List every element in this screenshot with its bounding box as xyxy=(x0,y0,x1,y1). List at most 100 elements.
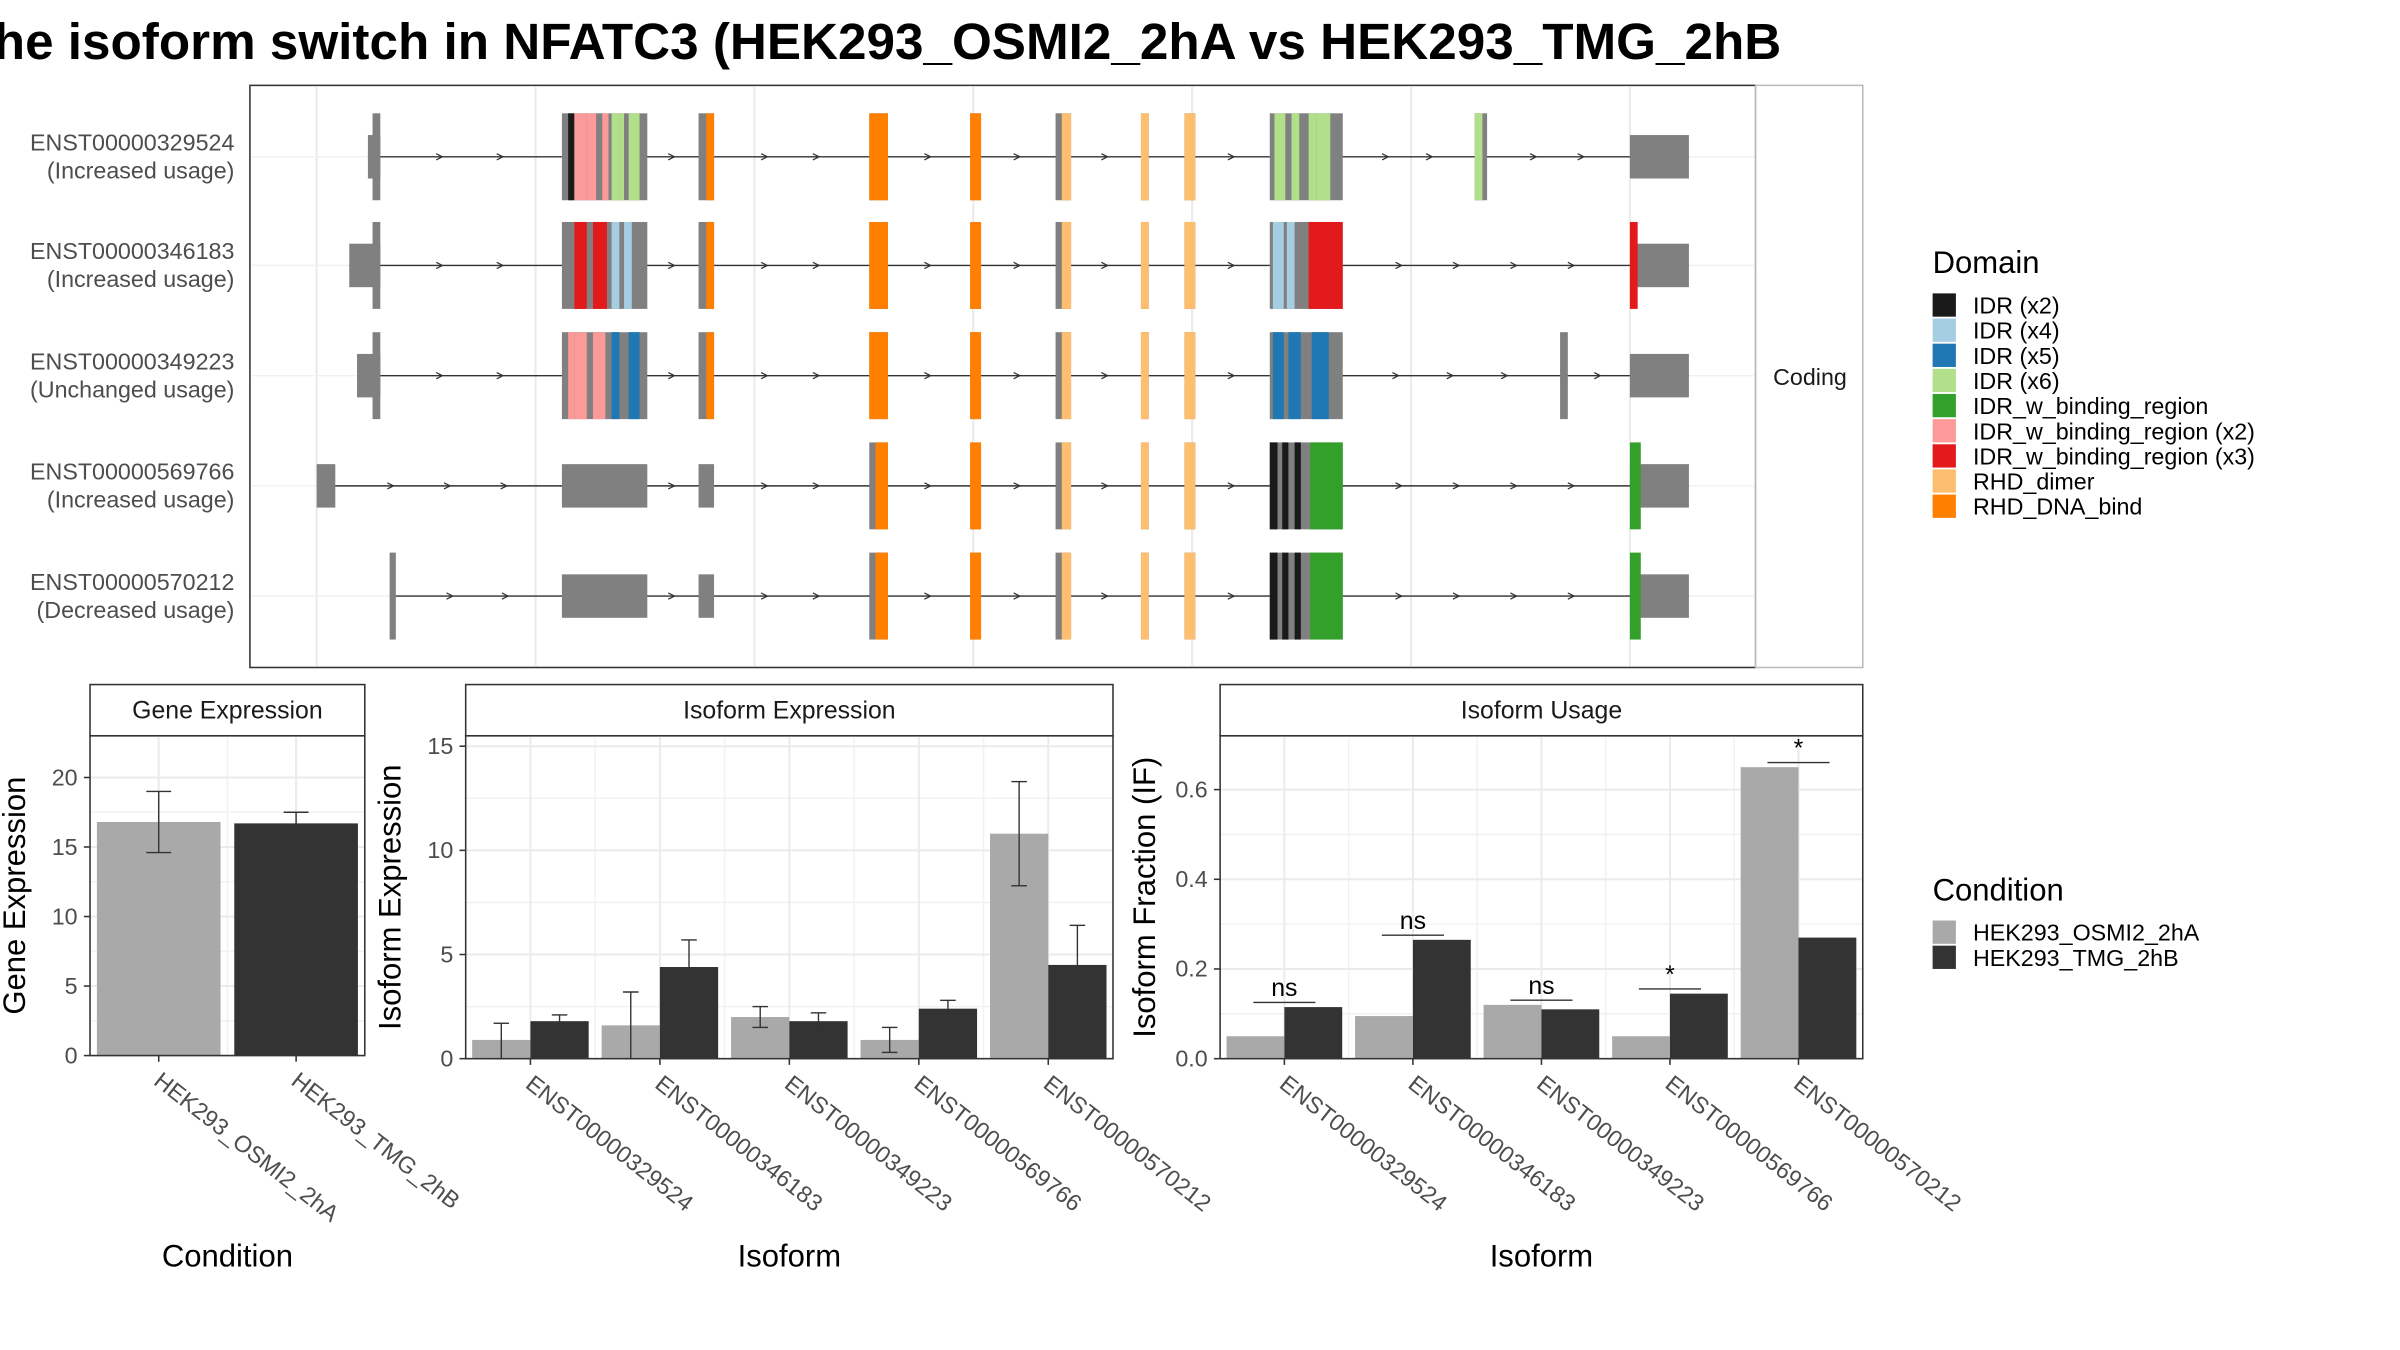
domain-block xyxy=(568,113,575,201)
domain-block xyxy=(1061,552,1072,640)
domain-block xyxy=(592,221,607,309)
isoform-label: ENST00000569766 xyxy=(30,459,234,485)
domain-block xyxy=(1061,113,1072,201)
domain-block xyxy=(586,113,597,201)
intron-arrow xyxy=(496,153,505,161)
domain-block xyxy=(970,552,982,640)
intron-arrow xyxy=(1452,261,1461,270)
domain-block xyxy=(869,332,888,420)
intron-arrow xyxy=(1446,371,1455,380)
intron-arrow xyxy=(1227,261,1236,270)
intron-arrow xyxy=(1395,482,1404,490)
legend-label: IDR_w_binding_region (x3) xyxy=(1973,443,2255,469)
intron-arrow xyxy=(1500,371,1509,380)
legend-swatch xyxy=(1932,318,1956,342)
domain-block xyxy=(1629,221,1638,309)
legend-label: IDR_w_binding_region xyxy=(1973,393,2208,419)
intron-arrow xyxy=(435,153,444,161)
legend-label: IDR_w_binding_region (x2) xyxy=(1973,418,2255,444)
domain-block xyxy=(602,113,609,201)
y-tick-label: 0.6 xyxy=(1175,776,1207,802)
usage-label: (Increased usage) xyxy=(47,158,235,184)
domain-block xyxy=(1061,332,1072,420)
domain-block xyxy=(706,332,715,420)
intron-arrow xyxy=(496,371,505,380)
bar xyxy=(1740,767,1799,1059)
intron-arrow xyxy=(1101,482,1109,490)
domain-block xyxy=(1140,221,1149,309)
exon xyxy=(389,552,396,640)
domain-block xyxy=(1184,113,1196,201)
intron-arrow xyxy=(812,482,821,490)
domain-block xyxy=(628,113,640,201)
domain-block xyxy=(1269,552,1278,640)
significance-label: ns xyxy=(1400,908,1426,935)
panel-title: Isoform Usage xyxy=(1461,698,1622,725)
domain-block xyxy=(611,221,620,309)
bar xyxy=(1226,1036,1285,1059)
y-tick-label: 0 xyxy=(440,1045,453,1071)
bar xyxy=(1541,1009,1600,1059)
intron-arrow xyxy=(1510,261,1518,270)
intron-arrow xyxy=(1227,592,1236,600)
transcript-row xyxy=(349,221,1689,309)
exon xyxy=(1629,243,1689,288)
intron-arrow xyxy=(501,592,510,600)
domain-block xyxy=(1474,113,1483,201)
legend-swatch xyxy=(1932,343,1956,367)
significance-label: * xyxy=(1794,735,1804,762)
legend-label: IDR (x5) xyxy=(1973,343,2060,369)
y-axis-title: Isoform Expression xyxy=(372,764,407,1030)
transcript-row xyxy=(389,552,1689,640)
legend-label: HEK293_OSMI2_2hA xyxy=(1973,920,2200,946)
domain-block xyxy=(619,113,625,201)
domain-block xyxy=(1140,552,1149,640)
intron-arrow xyxy=(760,482,769,490)
domain-block xyxy=(1311,332,1329,420)
intron-arrow xyxy=(1593,371,1602,380)
intron-arrow xyxy=(667,371,676,380)
domain-block xyxy=(869,221,888,309)
intron-arrow xyxy=(1392,371,1401,380)
legend-swatch xyxy=(1932,945,1956,969)
significance-label: ns xyxy=(1528,973,1554,1000)
domain-block xyxy=(1274,113,1286,201)
usage-label: (Decreased usage) xyxy=(37,597,235,623)
domain-block xyxy=(970,221,982,309)
intron-arrow xyxy=(760,261,769,270)
domain-block xyxy=(1310,552,1343,640)
bar xyxy=(1284,1007,1343,1059)
domain-block xyxy=(1140,113,1149,201)
intron-arrow xyxy=(1227,482,1236,490)
exon xyxy=(698,574,715,618)
domain-block xyxy=(970,442,982,530)
domain-block xyxy=(706,113,715,201)
domain-block xyxy=(875,442,888,530)
domain-block xyxy=(1629,442,1641,530)
intron-arrow xyxy=(1567,482,1576,490)
intron-arrow xyxy=(443,482,452,490)
intron-arrow xyxy=(1395,592,1404,600)
domain-block xyxy=(875,552,888,640)
domain-block xyxy=(706,221,715,309)
domain-block xyxy=(592,332,606,420)
intron-arrow xyxy=(812,261,821,270)
intron-arrow xyxy=(1452,592,1461,600)
bar xyxy=(1798,937,1857,1059)
intron-arrow xyxy=(435,371,444,380)
domain-block xyxy=(1061,221,1072,309)
figure-title: he isoform switch in NFATC3 (HEK293_OSMI… xyxy=(0,13,1781,70)
domain-block xyxy=(1140,332,1149,420)
intron-arrow xyxy=(924,592,932,600)
x-axis-title: Condition xyxy=(162,1239,293,1274)
condition-legend-title: Condition xyxy=(1933,872,2064,907)
domain-block xyxy=(1291,113,1300,201)
domain-block xyxy=(1184,332,1196,420)
intron-arrow xyxy=(435,261,444,270)
domain-block xyxy=(1282,552,1289,640)
intron-arrow xyxy=(1425,153,1434,161)
legend-swatch xyxy=(1932,293,1956,317)
intron-arrow xyxy=(500,482,509,490)
